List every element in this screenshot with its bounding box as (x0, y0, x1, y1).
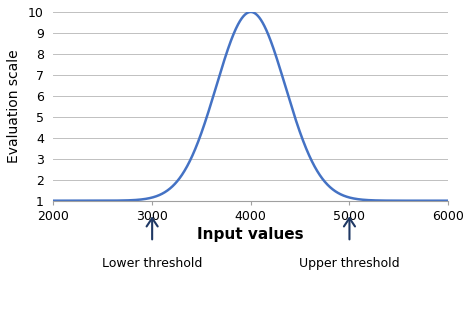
Text: Input values: Input values (197, 227, 304, 242)
Text: Lower threshold: Lower threshold (102, 256, 203, 270)
Text: Upper threshold: Upper threshold (299, 256, 400, 270)
Y-axis label: Evaluation scale: Evaluation scale (7, 49, 21, 163)
